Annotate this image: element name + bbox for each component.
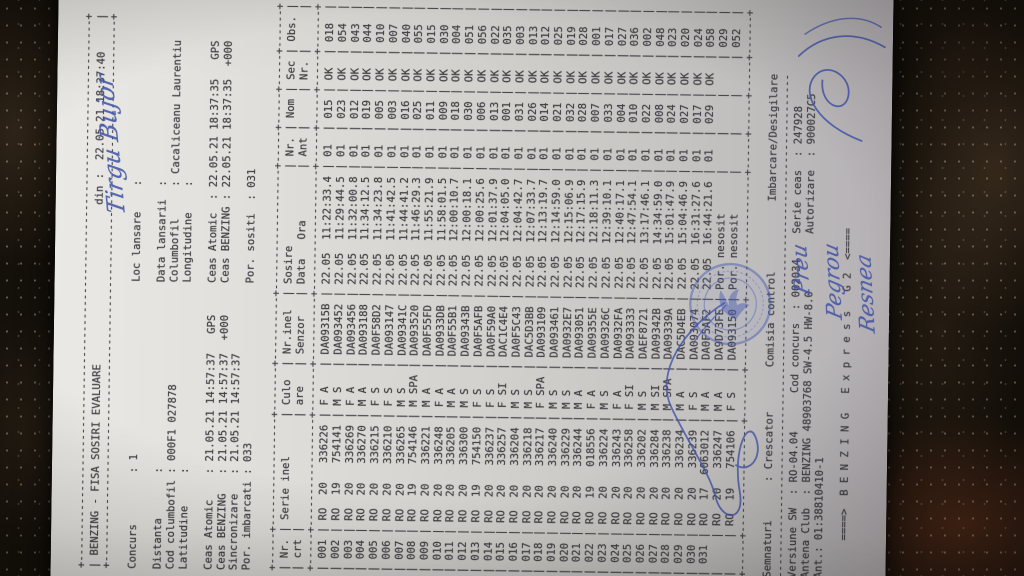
printed-document-paper: +---------------------------------------… bbox=[50, 0, 894, 576]
corner-signature-flourish bbox=[797, 17, 886, 142]
round-stamp bbox=[681, 254, 780, 353]
pigeon-icon bbox=[719, 289, 750, 320]
crescator-signature bbox=[665, 302, 759, 517]
handwritten-name-1: Preu bbox=[786, 241, 815, 297]
handwritten-name-2: Pegrou bbox=[818, 240, 847, 322]
handwritten-name-3: Resnea bbox=[851, 251, 880, 335]
